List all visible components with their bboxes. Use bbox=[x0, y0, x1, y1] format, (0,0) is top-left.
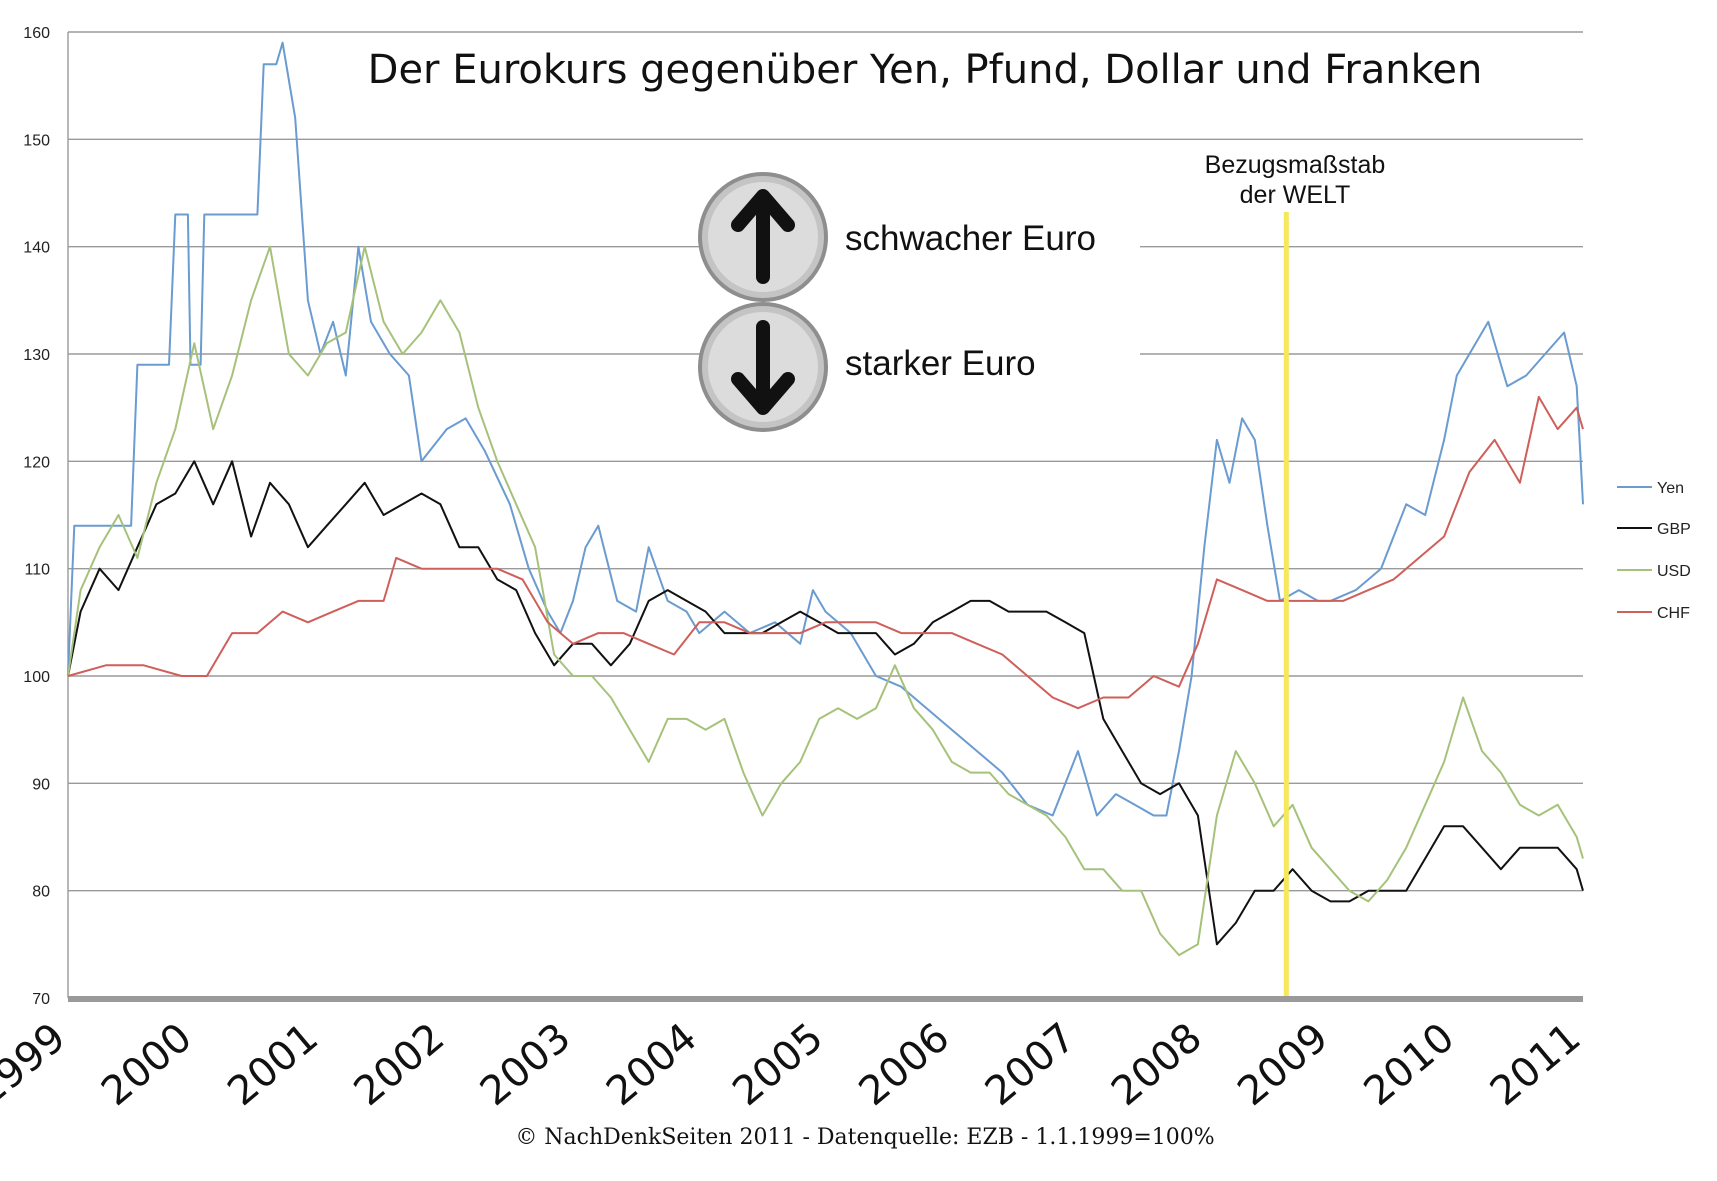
y-tick-label: 110 bbox=[24, 562, 50, 579]
x-tick-label: 2002 bbox=[346, 1014, 454, 1115]
y-tick-label: 160 bbox=[23, 25, 50, 42]
x-tick-label: 2008 bbox=[1103, 1014, 1211, 1115]
strong-euro-label: starker Euro bbox=[845, 344, 1036, 383]
x-tick-label: 2009 bbox=[1229, 1014, 1337, 1115]
x-tick-label: 2006 bbox=[851, 1014, 959, 1115]
legend-label-usd: USD bbox=[1657, 563, 1691, 580]
x-tick-label: 2011 bbox=[1482, 1014, 1590, 1115]
series-line-gbp bbox=[67, 460, 1584, 946]
x-axis-ticks: 1999 2000 2001 2002 2003 2004 2005 2006 2007 2008… bbox=[0, 1014, 1589, 1115]
y-tick-label: 130 bbox=[23, 347, 50, 364]
y-tick-label: 90 bbox=[32, 776, 50, 793]
arrow-up-icon bbox=[698, 172, 828, 302]
x-tick-label: 2000 bbox=[93, 1014, 201, 1115]
series-lines bbox=[67, 41, 1584, 957]
y-axis-ticks: 70 80 90 100 110 120 130 140 150 160 bbox=[23, 25, 50, 1008]
arrow-down-icon bbox=[698, 302, 828, 432]
x-tick-label: 2007 bbox=[977, 1014, 1085, 1115]
series-line-usd bbox=[67, 245, 1584, 957]
legend-label-yen: Yen bbox=[1657, 480, 1684, 497]
reference-label-line-2: der WELT bbox=[1240, 181, 1351, 209]
x-tick-label: 1999 bbox=[0, 1014, 74, 1115]
legend-label-chf: CHF bbox=[1657, 605, 1690, 622]
x-tick-label: 2004 bbox=[598, 1014, 706, 1115]
x-tick-label: 2001 bbox=[219, 1014, 327, 1115]
reference-label-line-1: Bezugsmaßstab bbox=[1205, 151, 1386, 179]
x-tick-label: 2005 bbox=[724, 1014, 832, 1115]
chart-title: Der Eurokurs gegenüber Yen, Pfund, Dolla… bbox=[368, 47, 1483, 93]
legend-label-gbp: GBP bbox=[1657, 521, 1691, 538]
y-tick-label: 70 bbox=[32, 991, 50, 1008]
x-tick-label: 2010 bbox=[1356, 1014, 1464, 1115]
x-tick-label: 2003 bbox=[472, 1014, 580, 1115]
y-tick-label: 120 bbox=[23, 454, 50, 471]
source-footer: © NachDenkSeiten 2011 - Datenquelle: EZB… bbox=[515, 1125, 1214, 1150]
series-line-chf bbox=[67, 395, 1584, 710]
legend: Yen GBP USD CHF bbox=[1617, 480, 1691, 622]
y-tick-label: 140 bbox=[23, 240, 50, 257]
y-tick-label: 100 bbox=[23, 669, 50, 686]
y-tick-label: 150 bbox=[23, 132, 50, 149]
weak-euro-label: schwacher Euro bbox=[845, 219, 1096, 258]
y-tick-label: 80 bbox=[32, 884, 50, 901]
